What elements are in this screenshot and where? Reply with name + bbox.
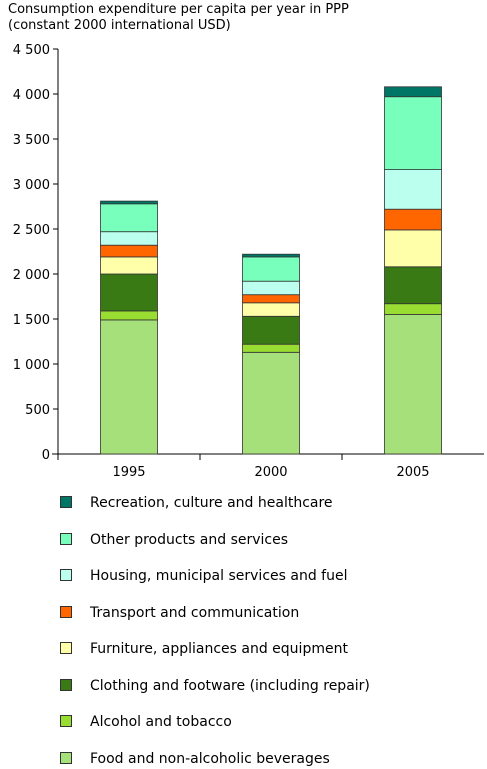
chart-subtitle: (constant 2000 international USD)	[8, 18, 231, 33]
legend-label: Clothing and footware (including repair)	[90, 677, 370, 694]
legend-swatch	[60, 569, 72, 581]
bar-segment	[242, 351, 300, 455]
bar-segment	[100, 231, 158, 246]
bar-segment	[242, 302, 300, 317]
y-tick-label: 2 500	[13, 223, 50, 238]
bar-segment	[100, 244, 158, 258]
x-tick-label: 2000	[254, 465, 287, 480]
bar-segment	[384, 208, 442, 231]
bar-segment	[242, 294, 300, 304]
bar-segment	[100, 319, 158, 455]
bar-segment	[384, 229, 442, 268]
bar-segment	[100, 256, 158, 275]
bar-segment	[384, 96, 442, 170]
bar-segment	[100, 310, 158, 321]
legend-label: Furniture, appliances and equipment	[90, 641, 348, 657]
bar-segment	[384, 169, 442, 210]
bar-segment	[242, 280, 300, 296]
legend-label: Food and non-alcoholic beverages	[90, 750, 330, 767]
legend-label: Recreation, culture and healthcare	[90, 495, 333, 511]
chart-title: Consumption expenditure per capita per y…	[8, 2, 349, 17]
legend-label: Transport and communication	[90, 604, 300, 621]
legend-label: Housing, municipal services and fuel	[90, 568, 348, 584]
bar-segment	[384, 86, 442, 98]
legend-swatch	[60, 751, 72, 764]
bar-segment	[242, 315, 300, 345]
legend-swatch	[60, 496, 72, 508]
bar-segment	[100, 203, 158, 233]
y-tick-label: 1 500	[13, 313, 50, 328]
stacked-bar-chart: 0 500 1 000 1 500 2 000 2 500 3 000 3 500 4 000 4…	[13, 43, 484, 480]
bar-segment	[100, 200, 158, 205]
legend-label: Alcohol and tobacco	[90, 714, 232, 730]
bar-segment	[384, 314, 442, 455]
legend-swatch	[60, 642, 72, 654]
y-tick-label: 3 500	[13, 133, 50, 148]
y-tick-label: 2 000	[13, 268, 50, 283]
y-tick-label: 1 000	[13, 358, 50, 373]
bar-segment	[242, 343, 300, 353]
bar-segment	[384, 266, 442, 305]
bar-segment	[242, 253, 300, 258]
legend-swatch	[60, 605, 72, 618]
y-tick-label: 4 500	[13, 43, 50, 58]
y-tick-label: 3 000	[13, 178, 50, 193]
bar-segment	[242, 256, 300, 282]
x-tick-label: 2005	[396, 465, 429, 480]
x-tick-label: 1995	[112, 465, 145, 480]
bar-segment	[384, 303, 442, 315]
legend-label: Other products and services	[90, 531, 289, 548]
bar-segment	[100, 273, 158, 312]
chart-title-block: Consumption expenditure per capita per y…	[8, 2, 349, 34]
legend-swatch	[60, 715, 72, 727]
y-tick-label: 4 000	[13, 88, 50, 103]
legend-swatch	[60, 532, 72, 545]
y-tick-label: 500	[25, 403, 50, 418]
y-tick-label: 0	[42, 448, 50, 463]
legend-swatch	[60, 678, 72, 691]
